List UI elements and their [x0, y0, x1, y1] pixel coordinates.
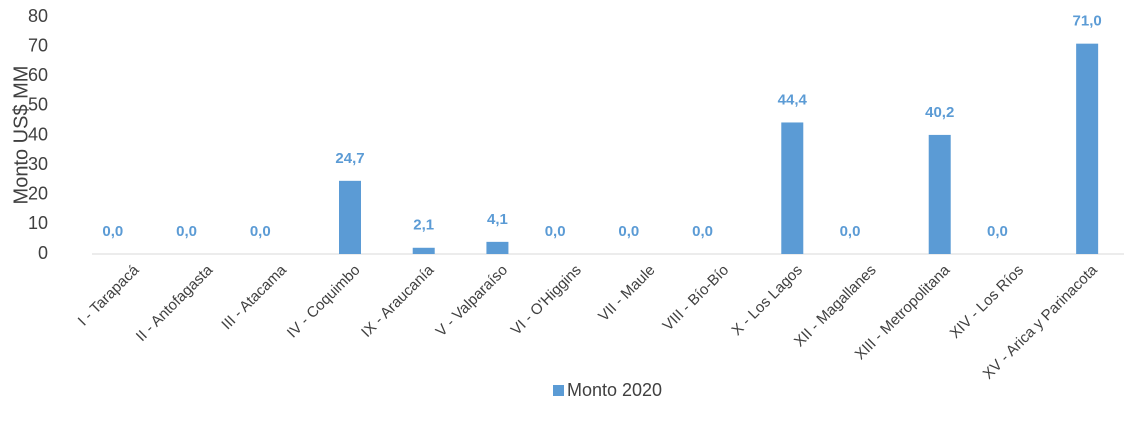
value-label: 0,0: [250, 223, 271, 240]
x-tick-label: IV - Coquimbo: [284, 262, 364, 342]
y-axis-label: Monto US$ MM: [10, 66, 32, 205]
value-label: 0,0: [692, 223, 713, 240]
x-tick-label: III - Atacama: [218, 261, 290, 333]
value-label: 0,0: [545, 223, 566, 240]
y-tick-label: 80: [28, 6, 48, 26]
x-tick-label: X - Los Lagos: [728, 262, 805, 339]
y-tick-label: 40: [28, 124, 48, 144]
bar: [339, 180, 361, 254]
x-tick-label: VIII - Bío-Bío: [659, 262, 732, 335]
legend-label: Monto 2020: [567, 380, 662, 400]
bar: [412, 247, 435, 254]
x-tick-label: I - Tarapacá: [75, 261, 143, 329]
x-tick-label: VI - O'Higgins: [508, 262, 585, 339]
value-label: 40,2: [925, 104, 954, 121]
y-tick-label: 70: [28, 35, 48, 55]
y-tick-label: 60: [28, 65, 48, 85]
y-tick-label: 50: [28, 95, 48, 115]
x-tick-label: IX - Araucanía: [358, 261, 438, 341]
value-label: 0,0: [102, 223, 123, 240]
value-label: 0,0: [176, 223, 197, 240]
y-tick-label: 20: [28, 184, 48, 204]
value-label: 0,0: [840, 223, 861, 240]
value-label: 0,0: [618, 223, 639, 240]
value-label: 2,1: [413, 217, 434, 234]
bar: [781, 122, 804, 254]
x-tick-label: V - Valparaíso: [433, 262, 511, 340]
y-tick-label: 10: [28, 213, 48, 233]
x-tick-label: II - Antofagasta: [133, 261, 217, 345]
bar: [486, 241, 509, 254]
bar: [1076, 43, 1099, 254]
x-tick-label: XIV - Los Ríos: [947, 262, 1027, 342]
y-tick-label: 30: [28, 154, 48, 174]
value-label: 24,7: [335, 150, 364, 167]
legend-swatch: [553, 385, 564, 396]
value-label: 44,4: [778, 91, 808, 108]
value-label: 4,1: [487, 211, 508, 228]
value-label: 71,0: [1073, 13, 1102, 30]
y-tick-label: 0: [38, 243, 48, 263]
bar: [928, 134, 951, 254]
x-tick-label: VII - Maule: [595, 262, 658, 325]
value-label: 0,0: [987, 223, 1008, 240]
